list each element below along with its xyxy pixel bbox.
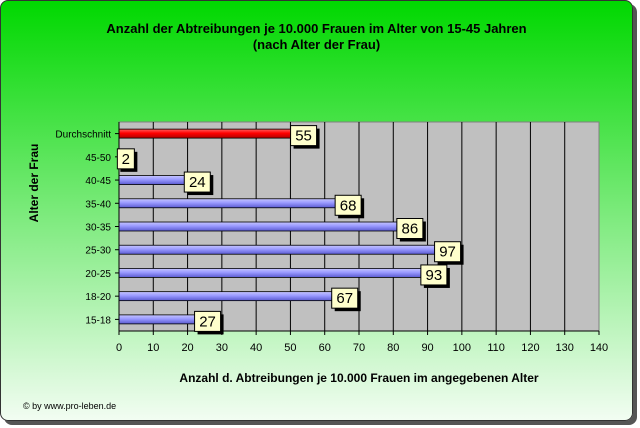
x-axis-label: Anzahl d. Abtreibungen je 10.000 Frauen … bbox=[179, 371, 539, 385]
x-tick-label: 120 bbox=[521, 342, 539, 354]
data-label-box bbox=[194, 310, 222, 332]
copyright-notice: © by www.pro-leben.de bbox=[23, 401, 117, 411]
x-tick-label: 70 bbox=[353, 342, 365, 354]
data-label-box bbox=[396, 218, 424, 239]
x-tick-label: 0 bbox=[116, 342, 122, 354]
chart-title: Anzahl der Abtreibungen je 10.000 Frauen… bbox=[106, 21, 527, 36]
data-label-box bbox=[434, 241, 462, 263]
y-axis-label: Alter der Frau bbox=[27, 143, 41, 223]
x-tick-label: 60 bbox=[319, 342, 331, 354]
data-label: 68 bbox=[340, 197, 357, 214]
category-label: 45-50 bbox=[85, 153, 111, 164]
data-label: 97 bbox=[439, 244, 456, 261]
data-label-box bbox=[183, 171, 211, 193]
x-tick-label: 90 bbox=[421, 342, 433, 354]
data-label-box bbox=[331, 287, 359, 309]
x-tick-label: 80 bbox=[387, 342, 399, 354]
data-label: 93 bbox=[426, 267, 443, 284]
bar-20-25 bbox=[118, 268, 439, 278]
chart-frame: 0 10 20 30 40 50 60 70 80 90 100 110 120 130 140 Durch… bbox=[0, 0, 633, 421]
data-label: 67 bbox=[336, 290, 353, 307]
data-label-box bbox=[116, 148, 135, 170]
category-label: 40-45 bbox=[85, 176, 111, 187]
category-label: 35-40 bbox=[85, 199, 111, 210]
x-tick-label: 100 bbox=[453, 342, 471, 354]
category-label: Durchschnitt bbox=[55, 130, 111, 141]
data-labels: 55 2 24 68 86 97 93 67 27 bbox=[116, 125, 464, 335]
x-tick-label: 40 bbox=[250, 342, 262, 354]
data-label: 86 bbox=[402, 221, 419, 238]
category-labels: Durchschnitt 45-50 40-45 35-40 30-35 25-30 20-… bbox=[55, 130, 119, 326]
bar-average bbox=[118, 128, 308, 139]
category-label: 20-25 bbox=[85, 269, 111, 280]
chart-subtitle: (nach Alter der Frau) bbox=[252, 37, 381, 52]
bar-35-40 bbox=[118, 198, 353, 209]
bar-25-30 bbox=[118, 244, 452, 255]
data-label-box bbox=[334, 194, 362, 216]
category-label: 18-20 bbox=[85, 292, 111, 303]
chart-svg: 0 10 20 30 40 50 60 70 80 90 100 110 120 130 140 Durch… bbox=[55, 121, 608, 354]
category-label: 30-35 bbox=[85, 223, 111, 234]
bar-30-35 bbox=[118, 221, 415, 232]
data-label-box bbox=[290, 125, 318, 147]
data-label: 27 bbox=[199, 313, 216, 330]
data-label: 24 bbox=[189, 174, 206, 191]
data-label: 2 bbox=[122, 151, 130, 168]
x-tick-label: 130 bbox=[556, 342, 574, 354]
category-label: 15-18 bbox=[85, 315, 111, 326]
x-tick-label: 10 bbox=[147, 342, 159, 354]
data-label-box bbox=[420, 264, 448, 286]
bar-18-20 bbox=[118, 291, 350, 302]
data-label: 55 bbox=[295, 128, 312, 145]
x-tick-label: 110 bbox=[487, 342, 505, 354]
category-label: 25-30 bbox=[85, 246, 111, 257]
x-tick-label: 30 bbox=[216, 342, 228, 354]
x-tick-label: 140 bbox=[590, 342, 608, 354]
x-tick-label: 50 bbox=[284, 342, 296, 354]
x-tick-label: 20 bbox=[181, 342, 193, 354]
